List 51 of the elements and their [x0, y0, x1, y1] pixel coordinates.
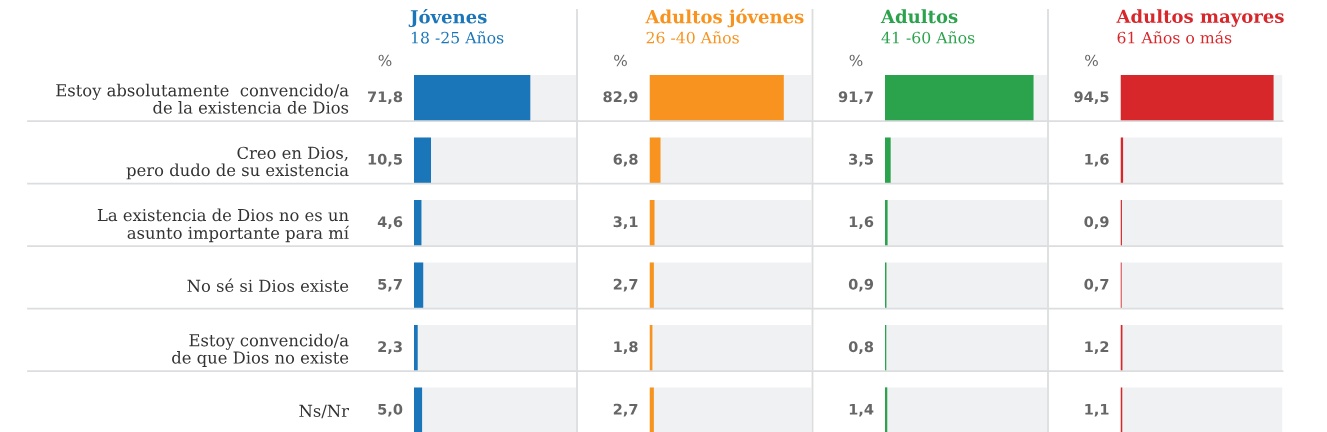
bar: [414, 262, 424, 309]
data-label: 0,8: [848, 341, 874, 355]
data-label: 2,3: [378, 341, 402, 355]
y-tick-label: Ns/Nr: [299, 404, 349, 419]
bar: [414, 199, 422, 247]
y-tick-label: La existencia de Dios no es un asunto importante para mí: [97, 208, 350, 243]
data-label: 1,2: [1085, 341, 1109, 355]
text: %: [378, 54, 392, 67]
data-label: 1,1: [1085, 403, 1109, 417]
data-label: 1,4: [849, 403, 874, 417]
y-tick-label: Estoy absolutamente convencido/a de la existencia de Dios: [56, 83, 349, 114]
data-label: 0,7: [1084, 278, 1109, 292]
y-tick-label: No sé si Dios existe: [187, 278, 349, 292]
chart-subtitle: 18 -25 Años: [411, 31, 504, 44]
data-label: 10,5: [368, 153, 402, 167]
text: %: [1085, 54, 1098, 67]
chart-subtitle: 41 -60 Años: [881, 31, 975, 44]
data-label: 2,7: [613, 278, 638, 292]
chart-title: Adultos jóvenes: [645, 8, 804, 28]
bar: [885, 137, 891, 184]
data-label: 5,0: [378, 403, 403, 417]
bar: [414, 324, 418, 372]
data-label: 2,7: [613, 403, 638, 417]
data-label: 3,1: [613, 216, 638, 230]
chart-title: Adultos mayores: [1116, 9, 1284, 27]
bar: [649, 199, 655, 247]
data-label: 3,5: [849, 153, 873, 167]
data-label: 6,8: [613, 153, 638, 167]
chart-title: Jóvenes: [408, 8, 487, 28]
text: %: [849, 54, 863, 67]
data-label: 82,9: [603, 91, 638, 105]
bar: [414, 137, 432, 184]
chart-title: Adultos: [880, 9, 958, 24]
text: 26 -40 Años: [646, 31, 739, 44]
data-label: 5,7: [378, 278, 402, 292]
data-label: 1,6: [849, 216, 874, 230]
y-tick-label: Estoy convencido/a de que Dios no existe: [172, 333, 349, 367]
data-label: 91,7: [838, 91, 873, 105]
bar: [649, 262, 654, 309]
data-label: 4,6: [377, 216, 403, 230]
data-label: 94,5: [1074, 91, 1109, 105]
bar: [649, 137, 661, 184]
data-label: 71,8: [368, 91, 403, 105]
bar: [885, 199, 888, 247]
text: %: [614, 54, 627, 67]
data-label: 0,9: [848, 278, 874, 292]
data-label: 0,9: [1084, 216, 1109, 230]
data-label: 1,6: [1085, 153, 1109, 167]
y-tick-label: Creo en Dios, pero dudo de su existencia: [126, 146, 349, 180]
chart-subtitle: 61 Años o más: [1117, 30, 1232, 44]
data-label: 1,8: [614, 341, 638, 355]
